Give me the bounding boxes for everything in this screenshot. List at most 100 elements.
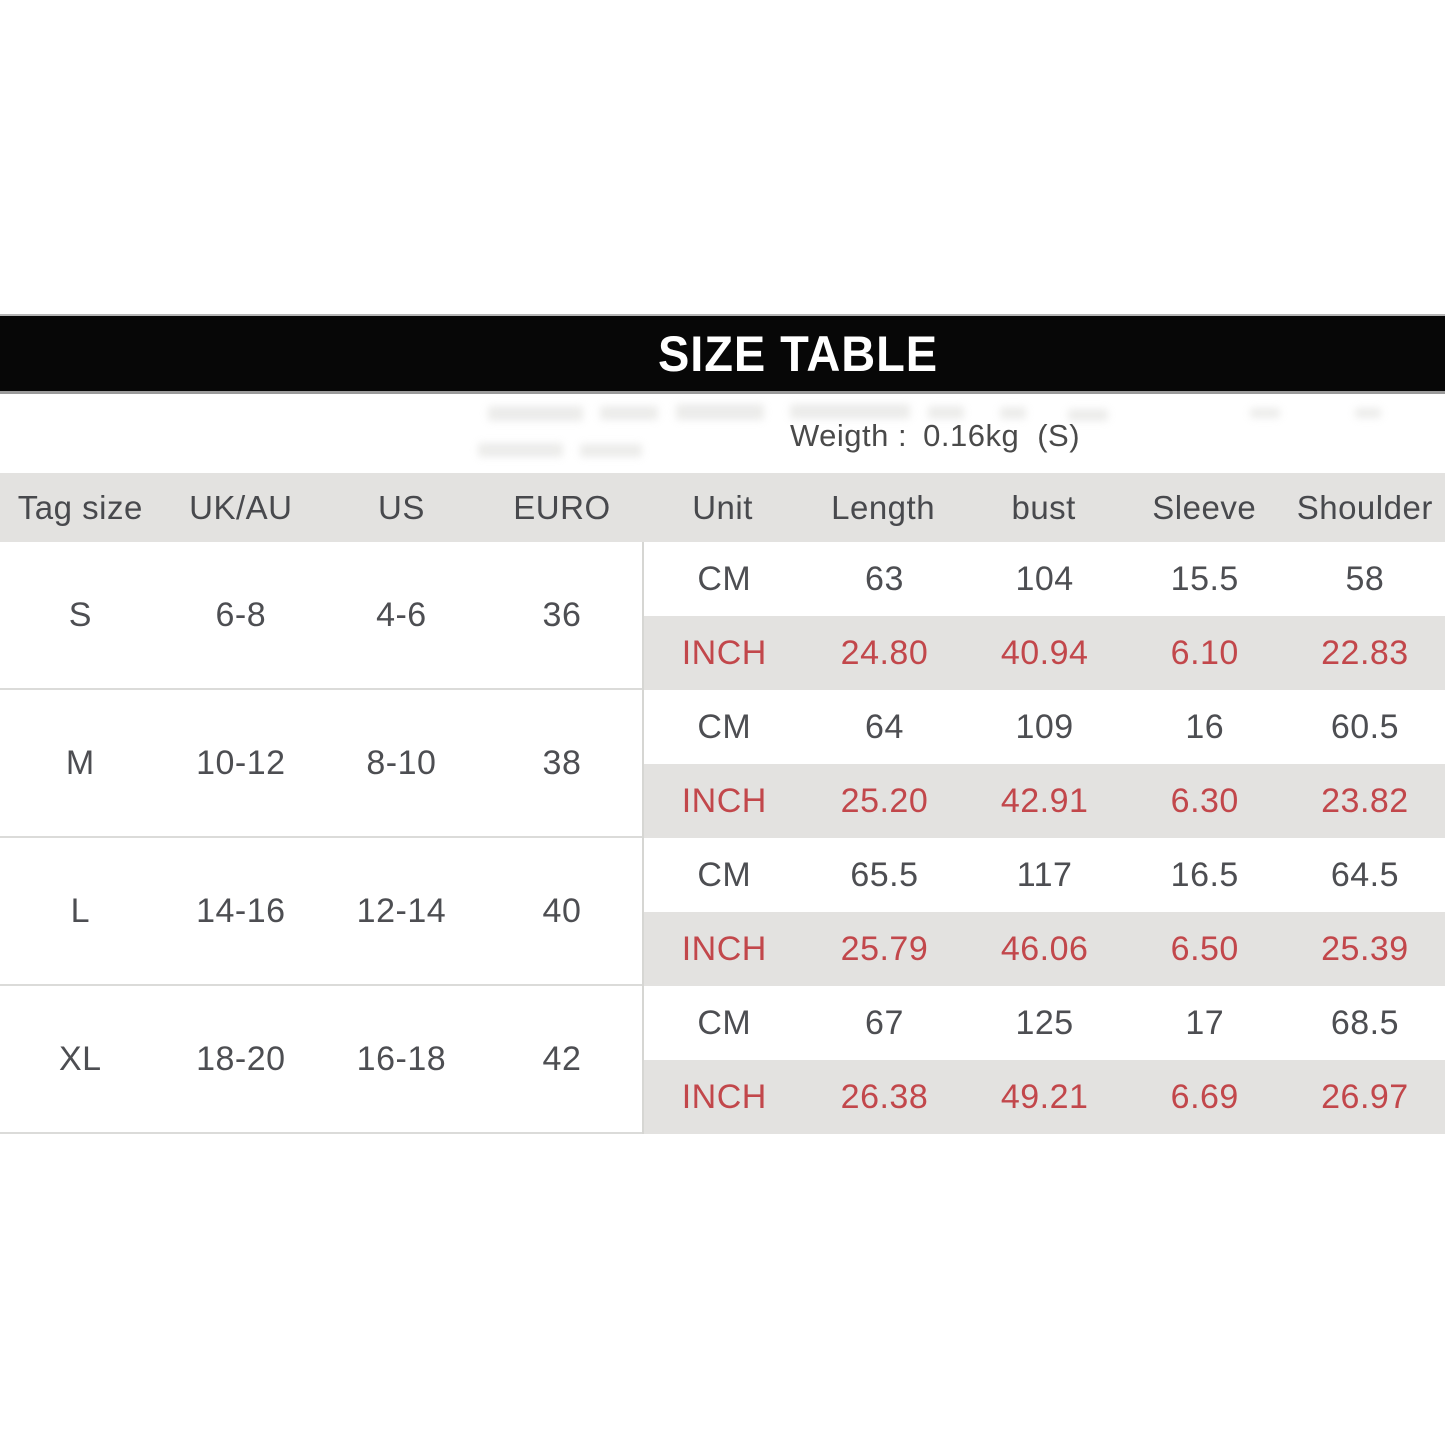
size-row-l: L 14-16 12-14 40 CM 65.5 117 16.5 64.5 I… [0,838,1445,986]
euro-cell: 42 [542,1039,582,1078]
tag-size-cell: L [70,891,90,930]
header-shoulder: Shoulder [1296,488,1433,526]
bust-cell: 49.21 [1000,1077,1089,1116]
cm-row: CM 67 125 17 68.5 [644,986,1445,1060]
cm-row: CM 64 109 16 60.5 [644,690,1445,764]
us-cell: 8-10 [366,743,437,782]
size-row-left: XL 18-20 16-18 42 [0,986,643,1134]
size-row-right: CM 64 109 16 60.5 INCH 25.20 42.91 6.30 … [642,690,1445,838]
unit-cell: INCH [681,633,767,672]
uk-au-cell: 6-8 [215,595,267,634]
sleeve-cell: 6.30 [1170,781,1239,820]
inch-row: INCH 24.80 40.94 6.10 22.83 [644,616,1445,690]
shoulder-cell: 60.5 [1330,707,1400,746]
bust-cell: 125 [1015,1003,1074,1042]
shoulder-cell: 25.39 [1321,929,1409,968]
header-length: Length [831,488,936,526]
length-cell: 24.80 [840,633,929,672]
header-tag-size: Tag size [17,488,143,526]
size-row-left: S 6-8 4-6 36 [0,542,643,690]
artifact-smudge [488,406,583,421]
shoulder-cell: 23.82 [1321,781,1409,820]
us-cell: 4-6 [376,595,427,634]
length-cell: 26.38 [840,1077,929,1116]
tag-size-cell: XL [58,1039,102,1078]
bust-cell: 117 [1016,855,1073,894]
size-row-right: CM 63 104 15.5 58 INCH 24.80 40.94 6.10 … [642,542,1445,690]
artifact-smudge [478,443,563,457]
length-cell: 25.79 [840,929,929,968]
us-cell: 16-18 [356,1039,447,1078]
shoulder-cell: 26.97 [1321,1077,1409,1116]
artifact-smudge [1355,408,1381,418]
inch-row: INCH 25.20 42.91 6.30 23.82 [644,764,1445,838]
sleeve-cell: 17 [1185,1003,1225,1042]
euro-cell: 36 [542,595,582,634]
weight-value: 0.16kg [923,418,1020,453]
unit-cell: INCH [681,781,767,820]
sleeve-cell: 6.50 [1170,929,1239,968]
sleeve-cell: 15.5 [1170,559,1239,598]
size-row-left: M 10-12 8-10 38 [0,690,643,838]
size-row-m: M 10-12 8-10 38 CM 64 109 16 60.5 INCH 2… [0,690,1445,838]
tag-size-cell: M [65,743,95,782]
size-table-banner: SIZE TABLE [0,314,1445,394]
artifact-smudge [928,406,964,419]
header-bust: bust [1011,488,1076,526]
header-us: US [377,488,425,526]
header-uk-au: UK/AU [189,488,293,526]
artifact-smudge [1250,408,1280,418]
unit-cell: INCH [681,1077,767,1116]
bust-cell: 109 [1015,707,1074,746]
inch-row: INCH 26.38 49.21 6.69 26.97 [644,1060,1445,1134]
uk-au-cell: 14-16 [196,891,286,930]
artifact-smudge [600,406,658,420]
shoulder-cell: 64.5 [1330,855,1400,894]
length-cell: 64 [865,707,904,746]
sleeve-cell: 6.10 [1170,633,1239,672]
bust-cell: 104 [1015,559,1074,598]
size-row-left: L 14-16 12-14 40 [0,838,643,986]
unit-cell: CM [697,707,752,746]
size-row-right: CM 65.5 117 16.5 64.5 INCH 25.79 46.06 6… [642,838,1445,986]
header-unit: Unit [692,488,753,526]
uk-au-cell: 10-12 [196,743,286,782]
bust-cell: 42.91 [1000,781,1089,820]
bust-cell: 40.94 [1000,633,1089,672]
inch-row: INCH 25.79 46.06 6.50 25.39 [644,912,1445,986]
artifact-smudge [1000,407,1026,419]
header-sleeve: Sleeve [1152,488,1257,526]
artifact-smudge [790,404,910,419]
shoulder-cell: 58 [1345,559,1385,598]
size-table-title: SIZE TABLE [657,325,938,382]
header-euro: EURO [513,488,611,526]
artifact-smudge [580,444,642,457]
unit-cell: INCH [681,929,767,968]
weight-label: Weigth : [789,418,908,453]
unit-cell: CM [697,559,752,598]
shoulder-cell: 68.5 [1330,1003,1400,1042]
artifact-smudge [1068,409,1108,421]
sleeve-cell: 16.5 [1170,855,1239,894]
cm-row: CM 63 104 15.5 58 [644,542,1445,616]
euro-cell: 38 [542,743,582,782]
tag-size-cell: S [68,595,92,634]
uk-au-cell: 18-20 [196,1039,286,1078]
sleeve-cell: 16 [1185,707,1225,746]
weight-note: Weigth : 0.16kg (S) [642,413,1228,459]
sleeve-cell: 6.69 [1170,1077,1239,1116]
length-cell: 25.20 [840,781,929,820]
length-cell: 67 [865,1003,904,1042]
euro-cell: 40 [542,891,582,930]
size-table: Tag size UK/AU US EURO Unit Length bust … [0,473,1445,1134]
size-row-xl: XL 18-20 16-18 42 CM 67 125 17 68.5 INCH… [0,986,1445,1134]
size-row-s: S 6-8 4-6 36 CM 63 104 15.5 58 INCH 24.8… [0,542,1445,690]
shoulder-cell: 22.83 [1321,633,1409,672]
bust-cell: 46.06 [1000,929,1089,968]
cm-row: CM 65.5 117 16.5 64.5 [644,838,1445,912]
us-cell: 12-14 [356,891,447,930]
size-row-right: CM 67 125 17 68.5 INCH 26.38 49.21 6.69 … [642,986,1445,1134]
table-header-row: Tag size UK/AU US EURO Unit Length bust … [0,473,1445,542]
unit-cell: CM [697,1003,752,1042]
unit-cell: CM [697,855,752,894]
